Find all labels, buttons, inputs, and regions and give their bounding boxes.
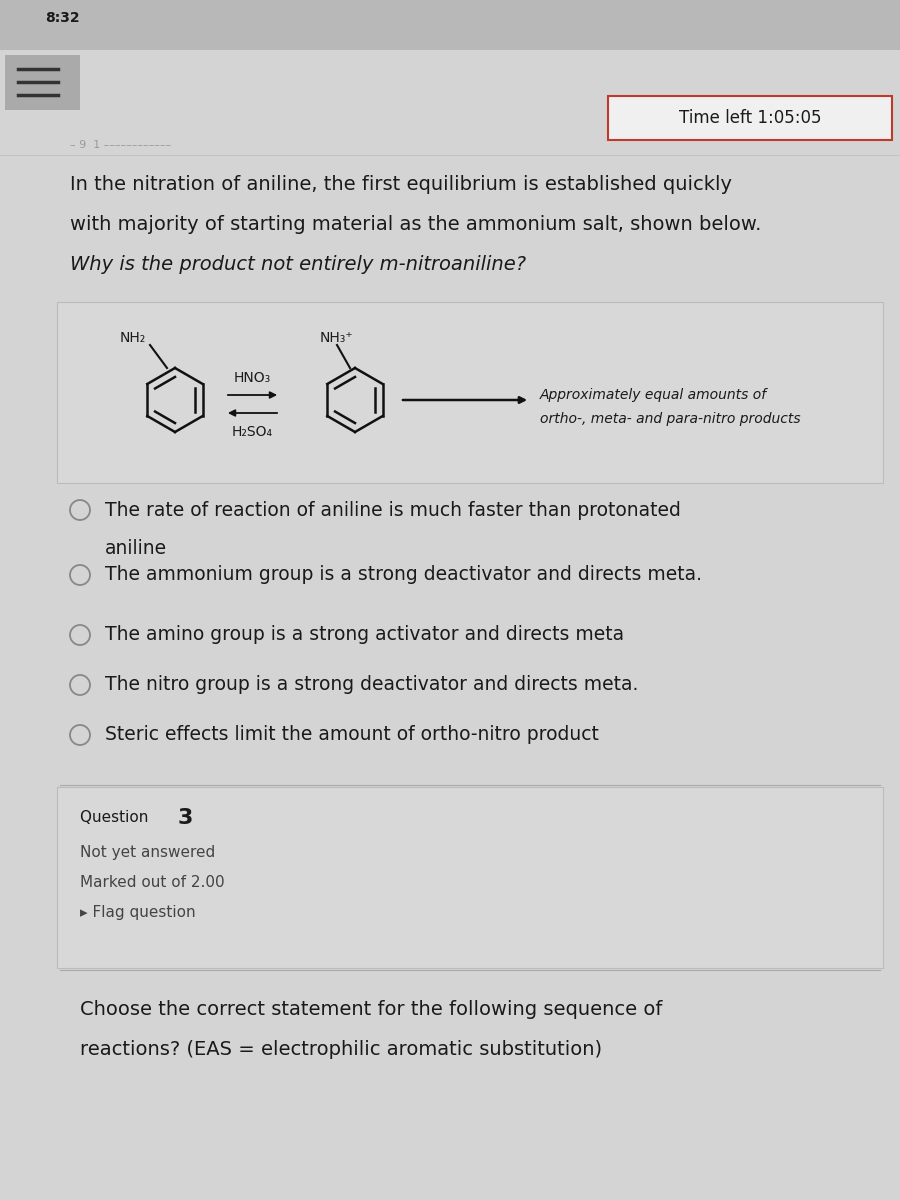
Text: Choose the correct statement for the following sequence of: Choose the correct statement for the fol…	[80, 1000, 662, 1019]
Text: with majority of starting material as the ammonium salt, shown below.: with majority of starting material as th…	[70, 215, 761, 234]
Text: The rate of reaction of aniline is much faster than protonated: The rate of reaction of aniline is much …	[105, 500, 681, 520]
Text: The ammonium group is a strong deactivator and directs meta.: The ammonium group is a strong deactivat…	[105, 565, 702, 584]
Text: Why is the product not entirely m-nitroaniline?: Why is the product not entirely m-nitroa…	[70, 254, 526, 274]
Text: H₂SO₄: H₂SO₄	[231, 425, 273, 439]
FancyBboxPatch shape	[0, 0, 900, 50]
Text: reactions? (EAS = electrophilic aromatic substitution): reactions? (EAS = electrophilic aromatic…	[80, 1040, 602, 1058]
Text: ▸ Flag question: ▸ Flag question	[80, 905, 195, 920]
Text: The nitro group is a strong deactivator and directs meta.: The nitro group is a strong deactivator …	[105, 676, 638, 695]
Text: Steric effects limit the amount of ortho-nitro product: Steric effects limit the amount of ortho…	[105, 726, 598, 744]
Text: 8:32: 8:32	[45, 11, 79, 25]
Text: Not yet answered: Not yet answered	[80, 845, 215, 860]
Text: The amino group is a strong activator and directs meta: The amino group is a strong activator an…	[105, 625, 624, 644]
Text: ortho-, meta- and para-nitro products: ortho-, meta- and para-nitro products	[540, 412, 801, 426]
FancyBboxPatch shape	[0, 50, 900, 120]
Text: aniline: aniline	[105, 539, 167, 558]
Text: 3: 3	[178, 808, 194, 828]
FancyBboxPatch shape	[608, 96, 892, 140]
Text: Marked out of 2.00: Marked out of 2.00	[80, 875, 225, 890]
Text: Time left 1:05:05: Time left 1:05:05	[679, 109, 821, 127]
Text: – 9  1 ––––––––––––: – 9 1 ––––––––––––	[70, 140, 171, 150]
FancyBboxPatch shape	[57, 787, 883, 968]
FancyBboxPatch shape	[5, 55, 80, 110]
Text: HNO₃: HNO₃	[233, 371, 271, 385]
Text: Approximately equal amounts of: Approximately equal amounts of	[540, 388, 767, 402]
Text: In the nitration of aniline, the first equilibrium is established quickly: In the nitration of aniline, the first e…	[70, 175, 732, 194]
FancyBboxPatch shape	[57, 302, 883, 482]
Text: Question: Question	[80, 810, 153, 826]
Text: NH₃⁺: NH₃⁺	[320, 331, 354, 346]
Text: NH₂: NH₂	[120, 331, 146, 346]
